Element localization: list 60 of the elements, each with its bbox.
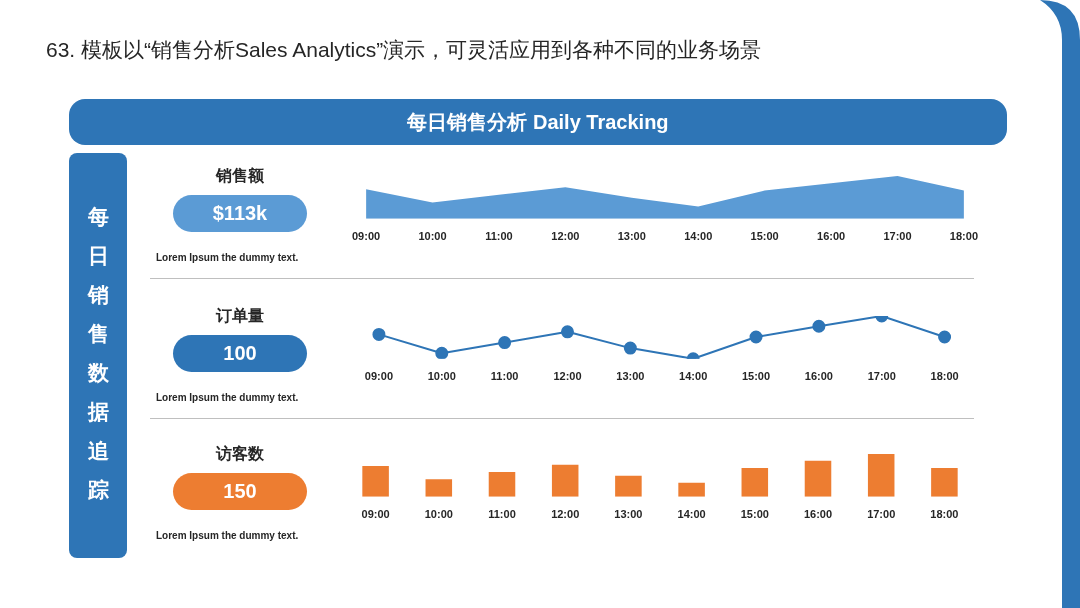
point — [749, 330, 763, 344]
x-tick-label: 15:00 — [741, 370, 771, 383]
text: Lorem Ipsum the dummy text. — [156, 530, 299, 541]
x-tick-label: 13:00 — [614, 508, 643, 521]
x-tick-label: 16:00 — [817, 230, 846, 243]
x-tick-label: 09:00 — [361, 508, 390, 521]
x-tick-label: 13:00 — [617, 230, 646, 243]
text: 150 — [173, 473, 307, 510]
x-tick-label: 15:00 — [750, 230, 779, 243]
bar — [741, 468, 769, 497]
x-tick-label: 11:00 — [485, 230, 513, 243]
bar — [931, 468, 958, 497]
x-tick-label: 16:00 — [803, 508, 833, 521]
bar — [678, 482, 705, 497]
text: 100 — [173, 335, 307, 372]
x-tick-label: 12:00 — [551, 230, 580, 243]
point — [498, 336, 512, 350]
text: Lorem Ipsum the dummy text. — [156, 252, 299, 263]
x-tick-label: 14:00 — [684, 230, 713, 243]
x-tick-label: 17:00 — [867, 370, 896, 383]
text: $113k — [173, 195, 307, 232]
x-tick-label: 11:00 — [490, 370, 519, 383]
x-tick-label: 17:00 — [883, 230, 912, 243]
point — [372, 327, 386, 341]
x-tick-label: 10:00 — [418, 230, 447, 243]
x-tick-label: 17:00 — [867, 508, 896, 521]
x-tick-label: 15:00 — [740, 508, 769, 521]
x-tick-label: 14:00 — [677, 508, 706, 521]
x-tick-label: 16:00 — [804, 370, 833, 383]
text: Lorem Ipsum the dummy text. — [156, 392, 299, 403]
x-tick-label: 12:00 — [553, 370, 582, 383]
x-tick-label: 18:00 — [949, 230, 978, 243]
chart-title: 销售额 — [214, 166, 265, 186]
x-tick-label: 14:00 — [679, 370, 708, 383]
x-tick-label: 18:00 — [930, 370, 959, 383]
bar — [362, 465, 389, 497]
text: 每日销售分析 Daily Tracking — [69, 99, 1007, 145]
point — [560, 325, 574, 339]
text: 63. 模板以“销售分析Sales Analytics”演示，可灵活应用到各种不同的业务场景 — [46, 37, 762, 63]
bar — [804, 460, 832, 497]
bar — [551, 464, 579, 497]
x-tick-label: 10:00 — [424, 508, 453, 521]
bar — [615, 475, 642, 497]
x-tick-label: 10:00 — [427, 370, 456, 383]
x-tick-label: 11:00 — [488, 508, 516, 521]
bar — [867, 454, 895, 497]
point — [435, 346, 449, 359]
point — [812, 319, 826, 333]
x-tick-label: 09:00 — [364, 370, 393, 383]
x-tick-label: 13:00 — [616, 370, 645, 383]
point — [623, 341, 637, 355]
x-tick-label: 18:00 — [930, 508, 959, 521]
chart-title: 订单量 — [214, 306, 265, 326]
text: 每日销售数据追踪 — [87, 204, 109, 503]
bar — [425, 479, 453, 497]
x-tick-label: 12:00 — [551, 508, 580, 521]
x-tick-label: 09:00 — [352, 230, 381, 243]
point — [938, 330, 952, 344]
bar — [488, 471, 516, 497]
chart-title: 访客数 — [214, 444, 265, 464]
